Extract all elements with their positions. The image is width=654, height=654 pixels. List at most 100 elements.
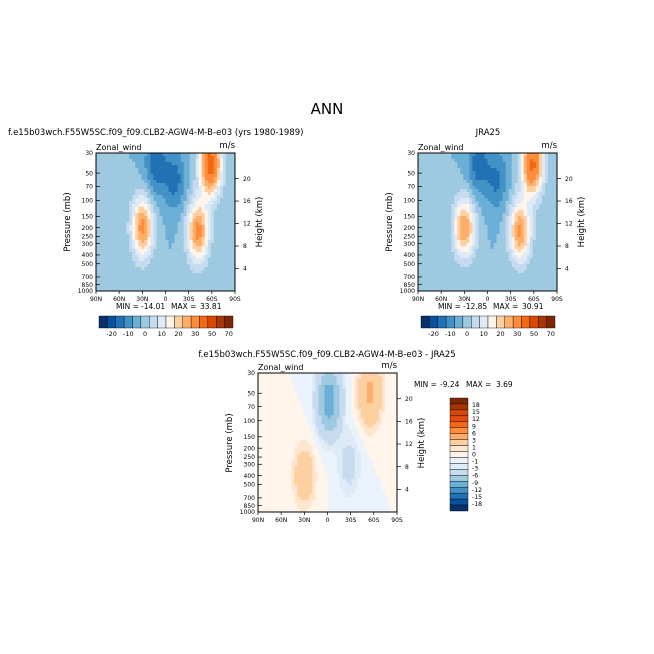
field-cell xyxy=(526,288,531,292)
field-cell xyxy=(261,385,265,389)
field-cell xyxy=(532,249,537,253)
field-cell xyxy=(547,168,552,172)
field-cell xyxy=(207,258,212,262)
field-cell xyxy=(463,276,467,280)
field-cell xyxy=(111,255,115,259)
field-cell xyxy=(126,156,130,160)
field-cell xyxy=(306,373,310,377)
field-cell xyxy=(514,186,519,190)
field-cell xyxy=(222,246,227,250)
field-cell xyxy=(120,189,124,193)
field-cell xyxy=(264,379,268,383)
field-cell xyxy=(384,376,389,380)
field-cell xyxy=(427,249,431,253)
field-cell xyxy=(421,237,425,241)
field-cell xyxy=(445,174,449,178)
field-cell xyxy=(351,400,356,404)
field-cell xyxy=(532,210,537,214)
field-cell xyxy=(195,180,200,184)
field-cell xyxy=(360,376,365,380)
field-cell xyxy=(192,249,197,253)
field-cell xyxy=(159,165,163,169)
field-cell xyxy=(532,204,537,208)
field-cell xyxy=(454,210,458,214)
field-cell xyxy=(138,288,142,292)
field-cell xyxy=(550,255,555,259)
field-cell xyxy=(159,243,163,247)
field-cell xyxy=(204,255,209,259)
field-cell xyxy=(150,153,154,157)
field-cell xyxy=(490,246,494,250)
field-cell xyxy=(478,285,482,289)
field-cell xyxy=(186,285,191,289)
field-cell xyxy=(502,255,507,259)
field-cell xyxy=(126,279,130,283)
field-cell xyxy=(487,189,491,193)
field-cell xyxy=(153,279,157,283)
field-cell xyxy=(529,180,534,184)
field-cell xyxy=(204,180,209,184)
field-cell xyxy=(105,288,109,292)
field-cell xyxy=(439,261,443,265)
field-cell xyxy=(168,186,172,190)
field-cell xyxy=(174,162,178,166)
field-cell xyxy=(336,403,340,407)
field-cell xyxy=(436,156,440,160)
field-cell xyxy=(309,400,313,404)
field-cell xyxy=(499,264,504,268)
field-cell xyxy=(433,216,437,220)
field-cell xyxy=(156,210,160,214)
field-cell xyxy=(216,216,221,220)
field-cell xyxy=(553,249,558,253)
field-cell xyxy=(366,391,371,395)
field-cell xyxy=(433,270,437,274)
field-cell xyxy=(475,219,479,223)
field-cell xyxy=(508,288,513,292)
field-cell xyxy=(117,162,121,166)
field-cell xyxy=(99,219,103,223)
field-cell xyxy=(138,180,142,184)
field-cell xyxy=(135,249,139,253)
field-cell xyxy=(336,397,340,401)
field-cell xyxy=(204,258,209,262)
field-cell xyxy=(553,198,558,202)
field-cell xyxy=(484,252,488,256)
field-cell xyxy=(439,285,443,289)
field-cell xyxy=(108,255,112,259)
field-cell xyxy=(207,189,212,193)
field-cell xyxy=(117,165,121,169)
field-cell xyxy=(472,222,476,226)
field-cell xyxy=(526,231,531,235)
field-cell xyxy=(297,379,301,383)
field-cell xyxy=(147,285,151,289)
field-cell xyxy=(114,279,118,283)
field-cell xyxy=(478,228,482,232)
field-cell xyxy=(102,267,106,271)
field-cell xyxy=(481,243,485,247)
field-cell xyxy=(433,198,437,202)
field-cell xyxy=(105,156,109,160)
field-cell xyxy=(508,258,513,262)
field-cell xyxy=(114,204,118,208)
field-cell xyxy=(487,216,491,220)
field-cell xyxy=(523,249,528,253)
field-cell xyxy=(421,240,425,244)
colorbar-swatch xyxy=(462,315,472,329)
field-cell xyxy=(96,288,100,292)
field-cell xyxy=(204,168,209,172)
field-cell xyxy=(478,258,482,262)
field-cell xyxy=(439,228,443,232)
colorbar-swatch xyxy=(529,315,539,329)
field-cell xyxy=(189,282,194,286)
field-cell xyxy=(508,261,513,265)
field-cell xyxy=(466,174,470,178)
field-cell xyxy=(225,171,230,175)
field-cell xyxy=(451,243,455,247)
field-cell xyxy=(348,388,353,392)
field-cell xyxy=(159,264,163,268)
field-cell xyxy=(451,258,455,262)
field-cell xyxy=(547,279,552,283)
field-cell xyxy=(451,177,455,181)
field-cell xyxy=(532,183,537,187)
field-cell xyxy=(129,219,133,223)
